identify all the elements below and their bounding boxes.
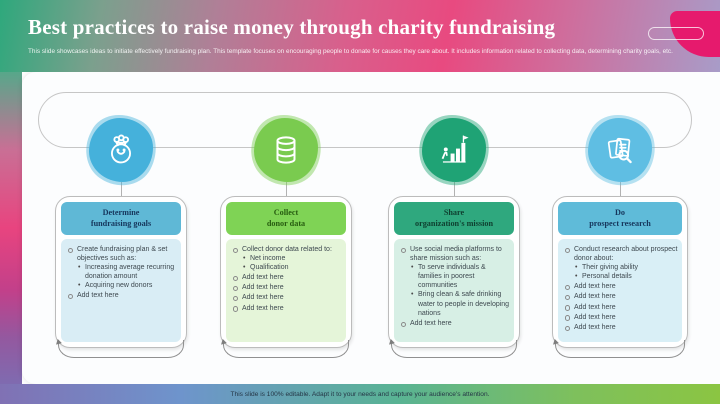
prospect-research-icon [607, 137, 632, 164]
bullet-item: Add text here [231, 273, 342, 282]
underline-arrow [555, 340, 685, 358]
step-item-list: Conduct research about prospect donor ab… [563, 245, 678, 332]
money-bag-icon [111, 134, 131, 164]
bullet-item: Add text here [563, 323, 678, 332]
step-title-line1: Determine [102, 207, 140, 217]
sub-bullet-list: Their giving abilityPersonal details [575, 263, 678, 281]
step-card-body: Use social media platforms to share miss… [394, 239, 514, 342]
step-card-header: Share organization's mission [394, 202, 514, 235]
step-group: Do prospect research Conduct research ab… [552, 72, 688, 384]
left-gradient-strip [0, 72, 22, 384]
database-icon [276, 136, 296, 164]
step-title-line2: donor data [266, 218, 306, 228]
sub-bullet-list: To serve individuals & families in poore… [411, 263, 510, 318]
underline-arrow [223, 340, 349, 358]
sub-bullet-item: Net income [243, 254, 342, 263]
step-card: Share organization's mission Use social … [388, 196, 520, 348]
bullet-item: Add text here [563, 313, 678, 322]
sub-bullet-item: Personal details [575, 272, 678, 281]
bullet-item: Add text here [231, 304, 342, 313]
bullet-item: Add text here [399, 319, 510, 328]
step-group: Share organization's mission Use social … [388, 72, 520, 384]
underline-arrow [391, 340, 517, 358]
slide-header: Best practices to raise money through ch… [0, 0, 720, 72]
step-icon-circle [422, 118, 486, 182]
bullet-item: Collect donor data related to:Net income… [231, 245, 342, 272]
sub-bullet-item: Their giving ability [575, 263, 678, 272]
icon-card-connector [286, 182, 288, 197]
step-card-header: Collect donor data [226, 202, 346, 235]
step-group: Collect donor data Collect donor data re… [220, 72, 352, 384]
icon-card-connector [454, 182, 456, 197]
step-card-header: Do prospect research [558, 202, 682, 235]
bullet-item: Add text here [563, 303, 678, 312]
step-title-line2: organization's mission [414, 218, 494, 228]
step-card-body: Collect donor data related to:Net income… [226, 239, 346, 342]
bullet-item: Create fundraising plan & set objectives… [66, 245, 177, 291]
step-title-line1: Collect [273, 207, 299, 217]
icon-card-connector [121, 182, 123, 197]
bullet-item: Add text here [66, 291, 177, 300]
step-title-line1: Do [614, 207, 625, 217]
step-card-body: Conduct research about prospect donor ab… [558, 239, 682, 342]
step-card-body: Create fundraising plan & set objectives… [61, 239, 181, 342]
sub-bullet-item: Acquiring new donors [78, 281, 177, 290]
step-item-list: Create fundraising plan & set objectives… [66, 245, 177, 301]
sub-bullet-item: Qualification [243, 263, 342, 272]
bullet-item: Add text here [231, 293, 342, 302]
footer-text: This slide is 100% editable. Adapt it to… [230, 390, 490, 398]
step-card: Determine fundraising goals Create fundr… [55, 196, 187, 348]
underline-arrow [58, 340, 184, 358]
step-card-header: Determine fundraising goals [61, 202, 181, 235]
step-title-line2: prospect research [589, 218, 651, 228]
step-icon-circle [588, 118, 652, 182]
sub-bullet-list: Increasing average recurring donation am… [78, 263, 177, 290]
bullet-item: Add text here [231, 283, 342, 292]
sub-bullet-item: To serve individuals & families in poore… [411, 263, 510, 290]
footer-bar: This slide is 100% editable. Adapt it to… [0, 384, 720, 404]
step-card: Collect donor data Collect donor data re… [220, 196, 352, 348]
step-item-list: Use social media platforms to share miss… [399, 245, 510, 328]
bullet-item: Add text here [563, 282, 678, 291]
bullet-item: Use social media platforms to share miss… [399, 245, 510, 318]
step-card: Do prospect research Conduct research ab… [552, 196, 688, 348]
pill-outline-decoration [648, 27, 704, 40]
bullet-item: Add text here [563, 292, 678, 301]
icon-card-connector [620, 182, 622, 197]
sub-bullet-list: Net incomeQualification [243, 254, 342, 272]
step-title-line1: Share [443, 207, 465, 217]
content-panel: Determine fundraising goals Create fundr… [22, 72, 720, 384]
step-title-line2: fundraising goals [90, 218, 152, 228]
growth-chart-icon [441, 135, 469, 163]
slide-subtitle: This slide showcases ideas to initiate e… [28, 48, 673, 55]
sub-bullet-item: Bring clean & safe drinking water to peo… [411, 290, 510, 317]
step-icon-circle [254, 118, 318, 182]
slide-title: Best practices to raise money through ch… [28, 15, 556, 39]
bullet-item: Conduct research about prospect donor ab… [563, 245, 678, 281]
connector-loop-line [38, 92, 692, 148]
step-group: Determine fundraising goals Create fundr… [55, 72, 187, 384]
sub-bullet-item: Increasing average recurring donation am… [78, 263, 177, 281]
step-item-list: Collect donor data related to:Net income… [231, 245, 342, 313]
step-icon-circle [89, 118, 153, 182]
